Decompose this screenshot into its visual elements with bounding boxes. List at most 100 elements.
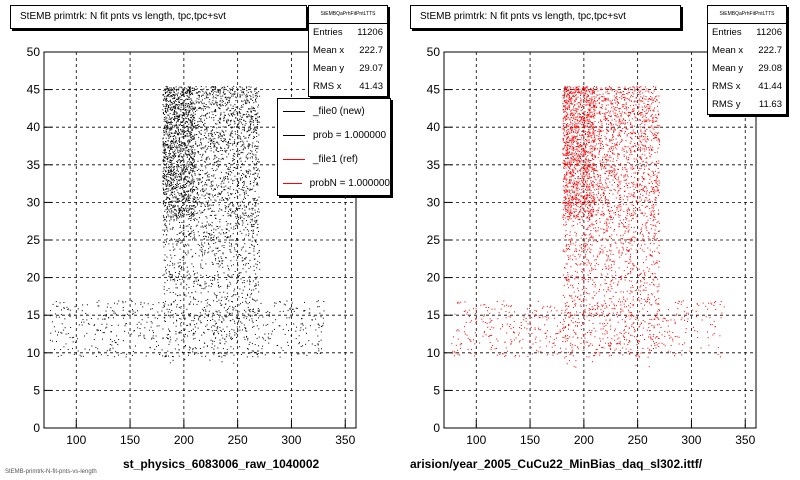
scatter-point xyxy=(255,240,256,242)
scatter-point xyxy=(176,105,178,107)
scatter-point xyxy=(177,205,179,207)
scatter-point xyxy=(191,215,193,217)
scatter-point xyxy=(218,266,220,268)
scatter-point xyxy=(252,298,253,300)
scatter-point xyxy=(236,337,238,338)
scatter-point xyxy=(181,125,183,127)
scatter-point xyxy=(169,144,171,146)
scatter-point xyxy=(182,266,184,268)
scatter-point xyxy=(245,250,247,252)
scatter-point xyxy=(601,96,603,97)
scatter-point xyxy=(118,339,120,341)
scatter-point xyxy=(205,285,207,287)
scatter-point xyxy=(196,127,198,129)
scatter-point xyxy=(198,221,200,223)
scatter-point xyxy=(570,199,572,201)
scatter-point xyxy=(170,92,172,94)
scatter-point xyxy=(196,203,198,205)
scatter-point xyxy=(200,301,202,303)
scatter-point xyxy=(186,214,188,216)
scatter-point xyxy=(174,171,176,173)
scatter-point xyxy=(181,156,183,158)
scatter-point xyxy=(640,272,642,274)
scatter-point xyxy=(178,200,180,202)
scatter-point xyxy=(616,144,617,146)
scatter-point xyxy=(163,163,165,165)
scatter-point xyxy=(54,348,55,350)
scatter-point xyxy=(238,311,240,313)
scatter-point xyxy=(601,135,602,137)
scatter-point xyxy=(181,269,183,271)
scatter-point xyxy=(207,93,209,95)
scatter-point xyxy=(230,251,232,253)
scatter-point xyxy=(178,124,180,126)
scatter-point xyxy=(253,199,255,201)
scatter-point xyxy=(220,105,222,107)
scatter-point xyxy=(247,294,249,296)
scatter-point xyxy=(625,219,627,221)
scatter-point xyxy=(176,145,178,147)
scatter-point xyxy=(248,152,250,154)
scatter-point xyxy=(188,182,190,184)
scatter-point xyxy=(609,267,611,269)
scatter-point xyxy=(201,190,203,192)
scatter-point xyxy=(251,106,253,108)
scatter-point xyxy=(218,107,220,109)
scatter-point xyxy=(316,301,318,303)
scatter-point xyxy=(165,300,166,302)
scatter-point xyxy=(237,136,239,138)
scatter-point xyxy=(173,118,175,120)
scatter-point xyxy=(163,177,165,179)
scatter-point xyxy=(564,267,565,269)
scatter-point xyxy=(587,177,589,179)
scatter-point xyxy=(196,187,198,188)
scatter-point xyxy=(205,145,207,147)
scatter-point xyxy=(204,281,206,283)
scatter-point xyxy=(176,104,178,105)
scatter-point xyxy=(628,133,630,134)
scatter-point xyxy=(178,166,180,168)
scatter-point xyxy=(231,87,233,89)
scatter-point xyxy=(171,274,173,276)
scatter-point xyxy=(213,141,215,143)
scatter-point xyxy=(219,199,221,201)
scatter-point xyxy=(162,306,164,308)
scatter-point xyxy=(167,95,169,96)
scatter-point xyxy=(580,110,582,111)
scatter-point xyxy=(184,131,186,133)
scatter-point xyxy=(191,170,193,172)
scatter-point xyxy=(575,258,577,260)
scatter-point xyxy=(170,117,172,119)
scatter-point xyxy=(181,207,183,209)
scatter-point xyxy=(180,216,182,218)
scatter-point xyxy=(249,129,251,131)
scatter-point xyxy=(218,151,220,153)
scatter-point xyxy=(252,207,254,209)
scatter-point xyxy=(591,151,593,152)
scatter-point xyxy=(178,144,180,146)
scatter-point xyxy=(243,198,244,200)
scatter-point xyxy=(244,114,246,116)
scatter-point xyxy=(231,328,233,330)
scatter-point xyxy=(629,91,630,93)
scatter-point xyxy=(207,179,209,181)
scatter-point xyxy=(133,330,135,331)
scatter-point xyxy=(186,88,188,90)
scatter-point xyxy=(248,208,250,210)
scatter-point xyxy=(226,198,228,200)
scatter-point xyxy=(210,236,212,238)
scatter-point xyxy=(195,225,197,227)
scatter-point xyxy=(180,153,182,155)
scatter-point xyxy=(251,108,253,110)
scatter-point xyxy=(196,303,198,305)
scatter-point xyxy=(200,174,201,176)
scatter-point xyxy=(254,312,256,314)
scatter-point xyxy=(241,100,242,102)
scatter-point xyxy=(589,216,590,218)
scatter-point xyxy=(234,104,236,106)
scatter-point xyxy=(254,107,255,109)
scatter-point xyxy=(223,291,225,293)
scatter-point xyxy=(178,158,180,160)
y-tick-label: 5 xyxy=(33,383,40,397)
scatter-point xyxy=(175,132,177,134)
